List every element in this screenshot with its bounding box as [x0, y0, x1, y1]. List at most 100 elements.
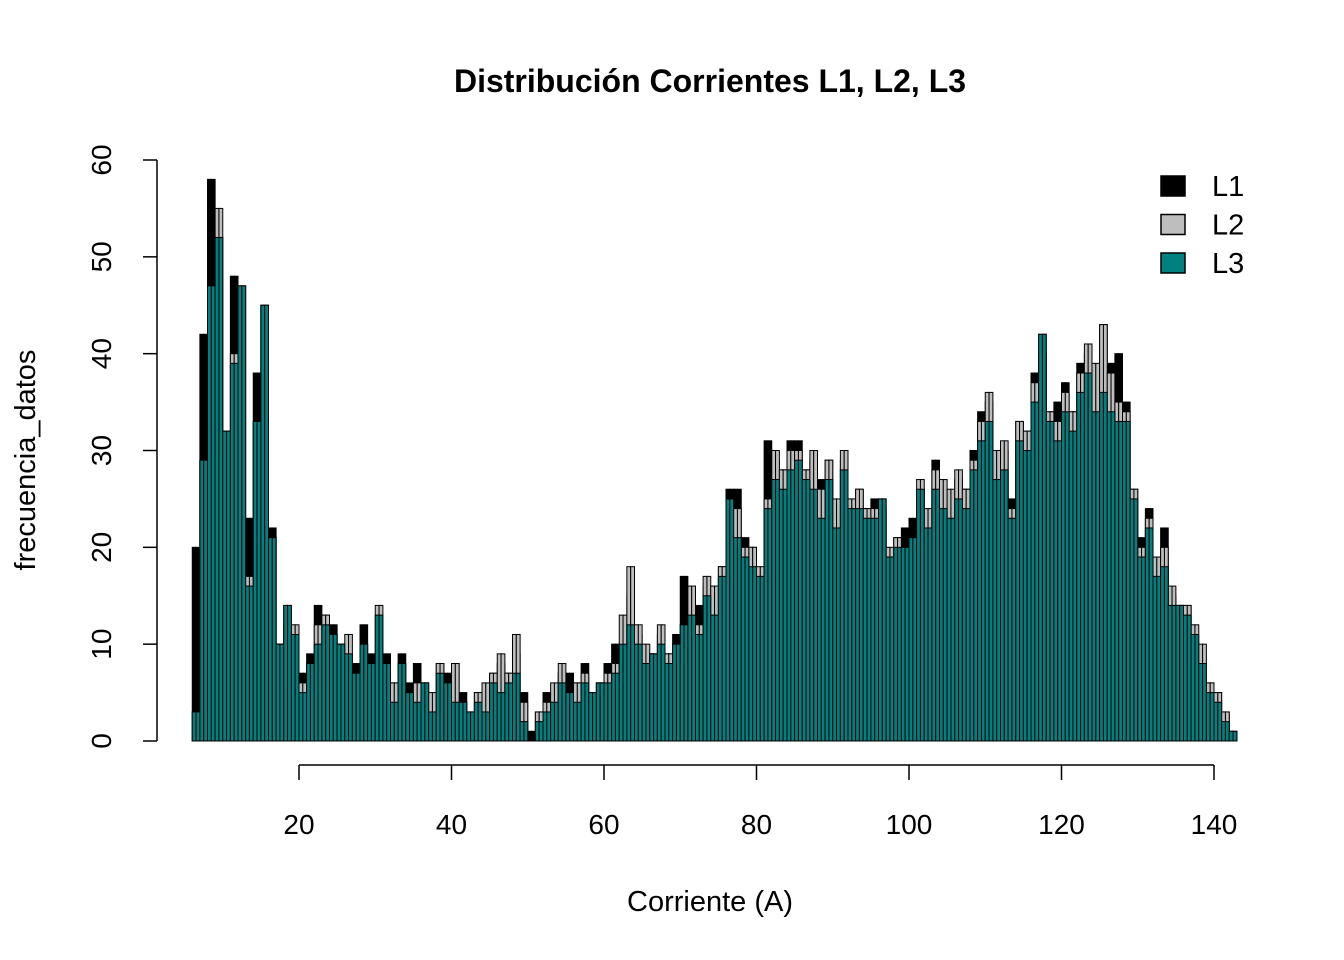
bar-l3: [248, 585, 254, 742]
bar-l3: [580, 682, 586, 742]
bar-l3: [344, 653, 350, 742]
bar-l3: [1030, 401, 1036, 742]
bar-l3: [298, 692, 304, 742]
bar-l3: [451, 701, 456, 742]
bar-l3: [618, 643, 624, 742]
bar-l3: [287, 604, 292, 742]
bar-l3: [836, 527, 841, 742]
bar-l3: [897, 546, 902, 742]
bar-l3: [714, 614, 719, 742]
legend-swatch-l2: [1160, 213, 1186, 236]
bar-l3: [820, 517, 826, 742]
bar-l3: [226, 430, 231, 742]
bar-l3: [862, 517, 868, 742]
bar-l3: [1022, 450, 1028, 742]
x-tick-label: 100: [886, 809, 933, 840]
bar-l3: [565, 692, 571, 742]
bar-l3: [698, 633, 704, 742]
bar-l3: [351, 672, 357, 742]
bar-l3: [771, 479, 777, 742]
bar-l3: [504, 682, 510, 742]
bar-l3: [744, 556, 750, 742]
x-tick-label: 80: [741, 809, 772, 840]
bar-l3: [367, 663, 372, 742]
bar-l3: [969, 469, 975, 742]
bar-l3: [374, 614, 380, 742]
bar-l3: [607, 682, 613, 742]
bar-l3: [447, 682, 452, 742]
bar-l3: [1175, 604, 1181, 742]
bar-l3: [725, 498, 731, 742]
y-tick-label: 0: [86, 733, 117, 749]
bar-l3: [729, 498, 735, 742]
bar-l3: [634, 643, 639, 742]
bar-l3: [817, 517, 822, 742]
bar-l3: [424, 682, 430, 742]
bar-l3: [332, 633, 338, 742]
bar-l3: [603, 682, 609, 742]
bar-l3: [961, 508, 967, 742]
bar-l3: [797, 459, 803, 742]
x-tick-label: 20: [283, 809, 314, 840]
bar-l3: [405, 692, 411, 742]
bar-l3: [691, 614, 696, 742]
bar-l3: [706, 595, 712, 742]
bar-l3: [508, 682, 513, 742]
bar-l3: [637, 643, 643, 742]
bar-l3: [245, 585, 250, 742]
bar-l3: [790, 469, 796, 742]
x-tick-label: 140: [1191, 809, 1238, 840]
bar-l3: [409, 692, 414, 742]
bar-l3: [912, 537, 918, 742]
bar-l3: [935, 488, 940, 742]
bar-l3: [904, 546, 910, 742]
bar-l3: [489, 682, 494, 742]
bar-l3: [1026, 450, 1032, 742]
bar-l3: [824, 479, 830, 742]
bar-l3: [759, 575, 765, 742]
bar-l3: [481, 711, 487, 742]
bar-l3: [778, 488, 784, 742]
y-tick-label: 20: [86, 532, 117, 563]
bar-l3: [435, 672, 441, 742]
bar-l3: [813, 488, 818, 742]
bar-l3: [271, 537, 277, 742]
bar-l3: [1083, 372, 1089, 742]
bar-l3: [260, 304, 266, 742]
bar-l3: [546, 711, 552, 742]
bar-l3: [1194, 633, 1200, 742]
bar-l3: [1217, 701, 1223, 742]
bar-l3: [1209, 692, 1215, 742]
bar-l3: [1224, 721, 1230, 742]
y-tick-label: 60: [86, 144, 117, 175]
bar-l3: [977, 440, 982, 742]
bar-l3: [927, 527, 933, 742]
bar-l3: [1072, 430, 1078, 742]
bar-l3: [1034, 401, 1040, 742]
bar-l3: [321, 624, 327, 742]
bar-l3: [1068, 430, 1074, 742]
bar-l3: [420, 682, 426, 742]
bar-l3: [828, 479, 834, 742]
bar-l3: [241, 285, 247, 742]
bar-l3: [988, 420, 994, 742]
bar-l3: [786, 469, 792, 742]
y-axis-label: frecuencia_datos: [10, 350, 42, 571]
bar-l3: [942, 508, 948, 742]
bar-l3: [294, 633, 300, 742]
y-tick-label: 30: [86, 435, 117, 466]
bar-l3: [496, 692, 502, 742]
bar-l3: [1118, 420, 1123, 742]
bar-l3: [675, 643, 681, 742]
y-tick-label: 40: [86, 338, 117, 369]
bar-l3: [946, 517, 952, 742]
y-tick-label: 50: [86, 241, 117, 272]
bar-l3: [348, 653, 353, 742]
bar-l3: [473, 701, 479, 742]
bar-l3: [290, 633, 296, 742]
bar-l3: [306, 663, 311, 742]
bar-l3: [649, 653, 655, 742]
bar-l3: [965, 508, 971, 742]
bar-l3: [329, 633, 334, 742]
bar-l3: [1095, 411, 1101, 742]
